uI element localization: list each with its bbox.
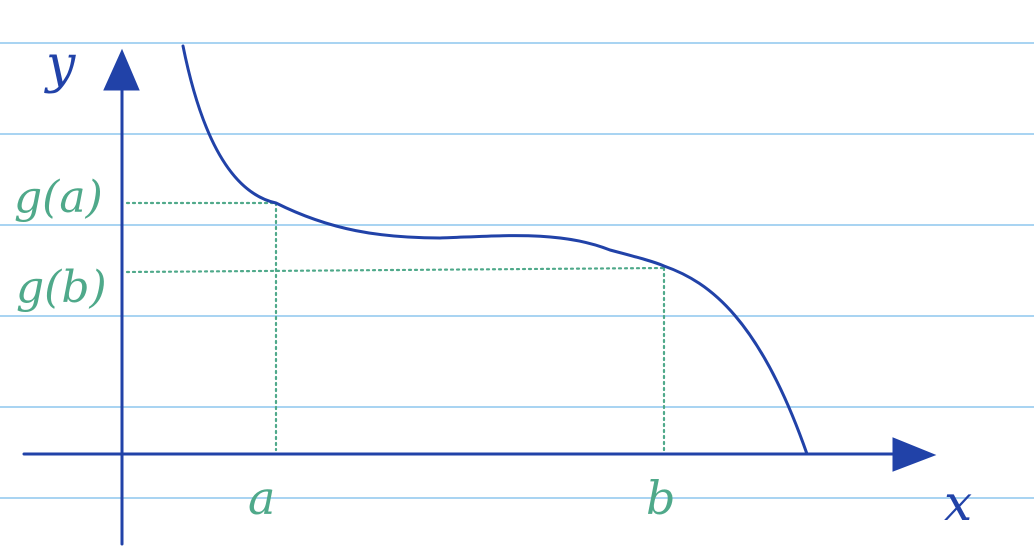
value-ga-label: g(a): [14, 172, 103, 223]
guide-lines: [125, 201, 666, 452]
y-axis-arrowhead: [103, 48, 140, 91]
guide-gb-horizontal: [125, 266, 666, 274]
value-gb-label: g(b): [16, 262, 107, 313]
ruled-lines: [0, 42, 1034, 499]
axes: [22, 48, 937, 546]
point-b-label: b: [646, 471, 675, 525]
function-curve: [181, 44, 809, 456]
x-axis-arrowhead: [892, 437, 937, 472]
x-axis-label: x: [944, 474, 972, 532]
y-axis-label: y: [44, 35, 76, 95]
point-a-label: a: [248, 471, 275, 525]
